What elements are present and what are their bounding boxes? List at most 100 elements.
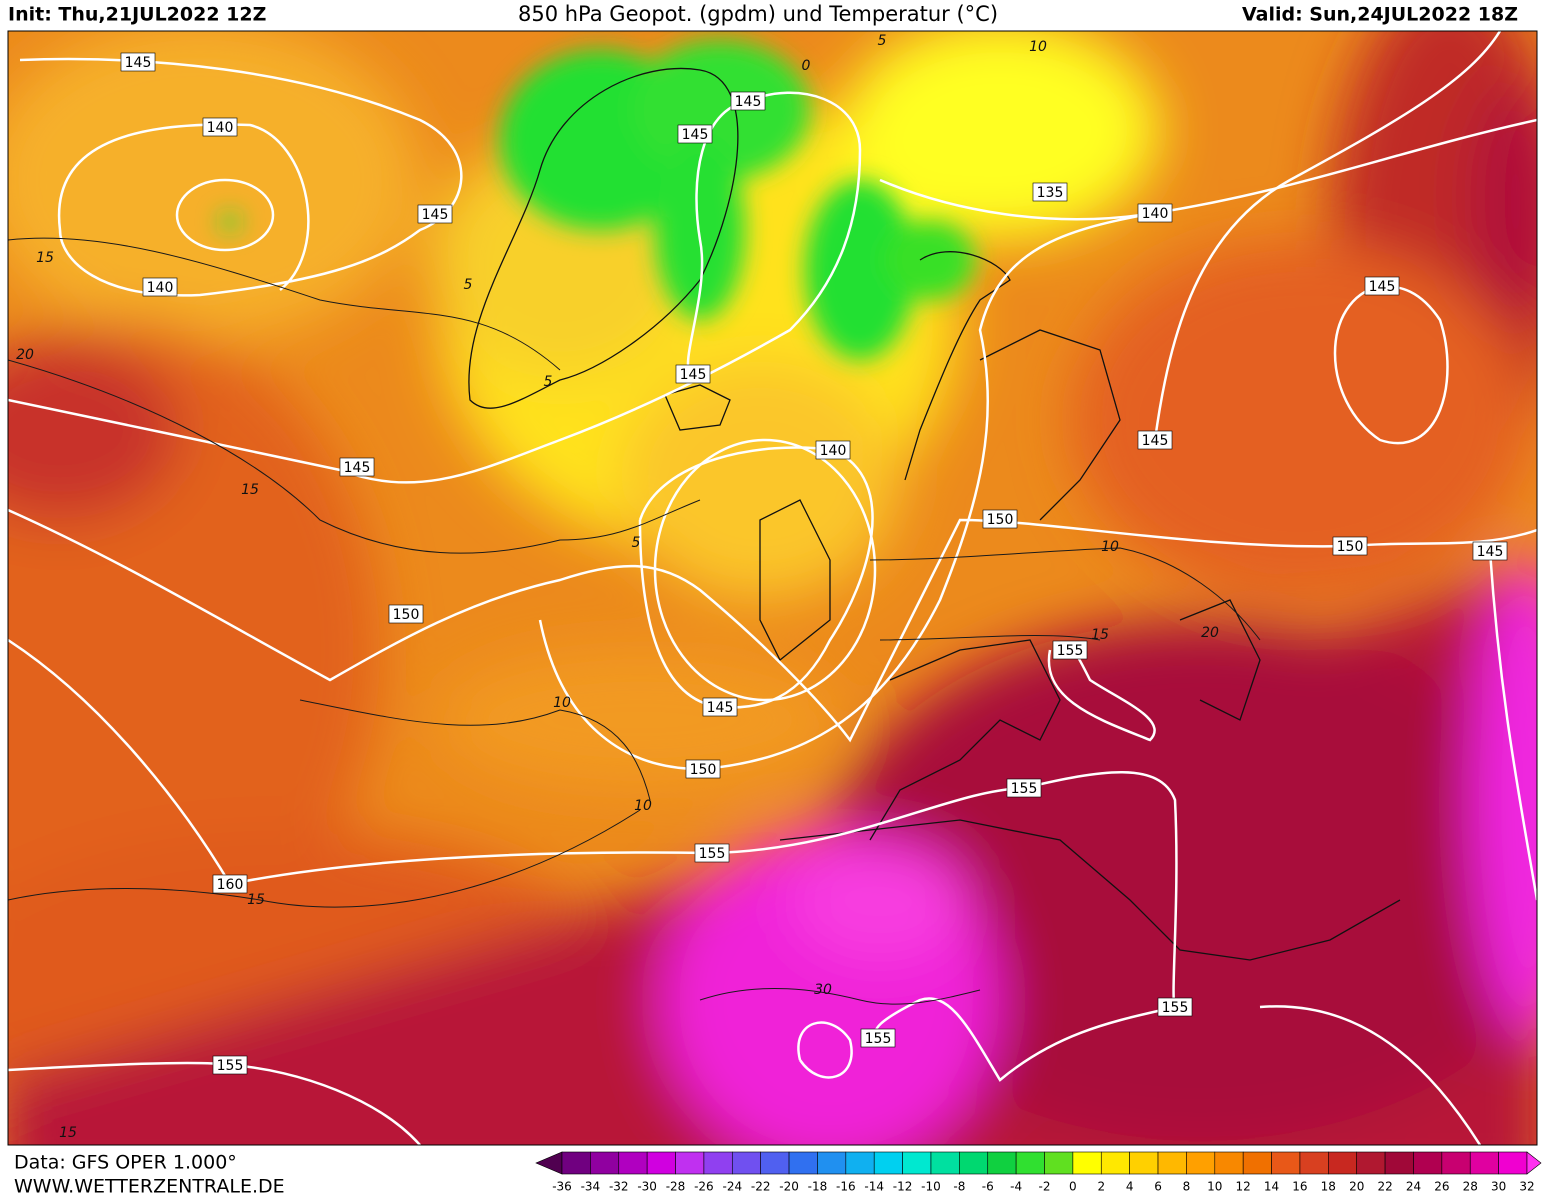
colorbar-segment: [1384, 1151, 1414, 1175]
colorbar-label: -8: [953, 1180, 965, 1194]
colorbar-label: -12: [893, 1180, 913, 1194]
geopotential-label: 135: [1037, 185, 1064, 201]
colorbar-segment: [1242, 1151, 1272, 1175]
geopotential-label: 145: [1477, 544, 1504, 560]
colorbar-label: 32: [1519, 1180, 1534, 1194]
temperature-label: 5: [632, 535, 641, 551]
colorbar-label: -34: [581, 1180, 601, 1194]
label-box: [982, 509, 1018, 529]
colorbar-segment: [1214, 1151, 1244, 1175]
geopotential-label: 155: [699, 846, 726, 862]
label-box: [212, 1055, 248, 1075]
geopotential-label: 155: [1057, 643, 1084, 659]
label-box: [675, 364, 711, 384]
colorbar-segment: [1271, 1151, 1301, 1175]
colorbar-segment: [1328, 1151, 1358, 1175]
colorbar-segment: [845, 1151, 875, 1175]
colorbar-segment: [1044, 1151, 1074, 1175]
colorbar-high-end: [1526, 1151, 1542, 1175]
colorbar-label: -30: [637, 1180, 657, 1194]
geopotential-label: 145: [344, 460, 371, 476]
geopotential-labels: 145 140 145 140 145 145 135 140 145 145 145 140 145 1…: [120, 52, 1508, 1075]
colorbar-label: 10: [1207, 1180, 1222, 1194]
temperature-label: 15: [59, 1125, 77, 1141]
colorbar-segment: [1413, 1151, 1443, 1175]
geopotential-label: 140: [147, 280, 174, 296]
label-box: [1157, 997, 1193, 1017]
colorbar-label: 14: [1264, 1180, 1279, 1194]
colorbar-segment: [1015, 1151, 1045, 1175]
colorbar-segment: [902, 1151, 932, 1175]
geopotential-label: 145: [682, 127, 709, 143]
colorbar-label: -14: [864, 1180, 884, 1194]
geopotential-label: 140: [820, 443, 847, 459]
label-box: [1032, 182, 1068, 202]
colorbar-label: 0: [1069, 1180, 1077, 1194]
colorbar-label: 8: [1183, 1180, 1191, 1194]
colorbar-segment: [731, 1151, 761, 1175]
colorbar-label: -4: [1010, 1180, 1022, 1194]
temperature-label: 30: [814, 982, 832, 998]
colorbar-label: -26: [694, 1180, 714, 1194]
valid-time: Valid: Sun,24JUL2022 18Z: [1242, 4, 1518, 26]
label-box: [1137, 430, 1173, 450]
colorbar-segment: [1129, 1151, 1159, 1175]
geopotential-label: 155: [217, 1058, 244, 1074]
colorbar-segment: [1100, 1151, 1130, 1175]
label-box: [212, 874, 248, 894]
geopotential-label: 150: [1337, 539, 1364, 555]
colorbar-segment: [590, 1151, 620, 1175]
geopotential-label: 140: [1142, 206, 1169, 222]
temperature-label: 15: [247, 892, 265, 908]
colorbar-label: -16: [836, 1180, 856, 1194]
colorbar-label: -18: [808, 1180, 828, 1194]
colorbar-label: 12: [1236, 1180, 1251, 1194]
colorbar-segment: [987, 1151, 1017, 1175]
label-box: [860, 1028, 896, 1048]
colorbar-label: 30: [1491, 1180, 1506, 1194]
colorbar: -36 -34 -32 -30 -28 -26 -24 -22 -20 -18 -16 -14 -12-…: [535, 1151, 1542, 1194]
colorbar-label: -2: [1039, 1180, 1051, 1194]
geopotential-label: 155: [865, 1031, 892, 1047]
colorbar-segment: [1157, 1151, 1187, 1175]
colorbar-segment: [675, 1151, 705, 1175]
colorbar-segment: [930, 1151, 960, 1175]
temperature-label: 15: [36, 250, 54, 266]
label-box: [339, 457, 375, 477]
geopotential-label: 155: [1011, 781, 1038, 797]
colorbar-segment: [1441, 1151, 1471, 1175]
map-title: 850 hPa Geopot. (gpdm) und Temperatur (°…: [518, 2, 998, 26]
geopotential-label: 145: [735, 94, 762, 110]
geopotential-label: 145: [1142, 433, 1169, 449]
label-box: [1006, 778, 1042, 798]
label-box: [1332, 536, 1368, 556]
coastlines: [468, 67, 1401, 961]
colorbar-segment: [618, 1151, 648, 1175]
colorbar-label: -22: [751, 1180, 771, 1194]
geopotential-label: 140: [207, 120, 234, 136]
colorbar-label: 24: [1406, 1180, 1421, 1194]
colorbar-segment: [1469, 1151, 1499, 1175]
geopotential-label: 145: [422, 207, 449, 223]
colorbar-segment: [703, 1151, 733, 1175]
temperature-label: 20: [1201, 625, 1219, 641]
colorbar-segment: [1072, 1151, 1102, 1175]
colorbar-segment: [1186, 1151, 1216, 1175]
geopotential-label: 155: [1162, 1000, 1189, 1016]
colorbar-segment: [1356, 1151, 1386, 1175]
label-box: [1364, 276, 1400, 296]
colorbar-segment: [817, 1151, 847, 1175]
colorbar-segment: [959, 1151, 989, 1175]
geopotential-label: 150: [987, 512, 1014, 528]
temperature-label: 10: [1101, 539, 1119, 555]
colorbar-label: 18: [1321, 1180, 1336, 1194]
colorbar-label: 4: [1126, 1180, 1134, 1194]
data-source: Data: GFS OPER 1.000°: [14, 1152, 237, 1174]
label-box: [1472, 541, 1508, 561]
label-box: [677, 124, 713, 144]
label-box: [685, 759, 721, 779]
temperature-label: 5: [544, 374, 553, 390]
